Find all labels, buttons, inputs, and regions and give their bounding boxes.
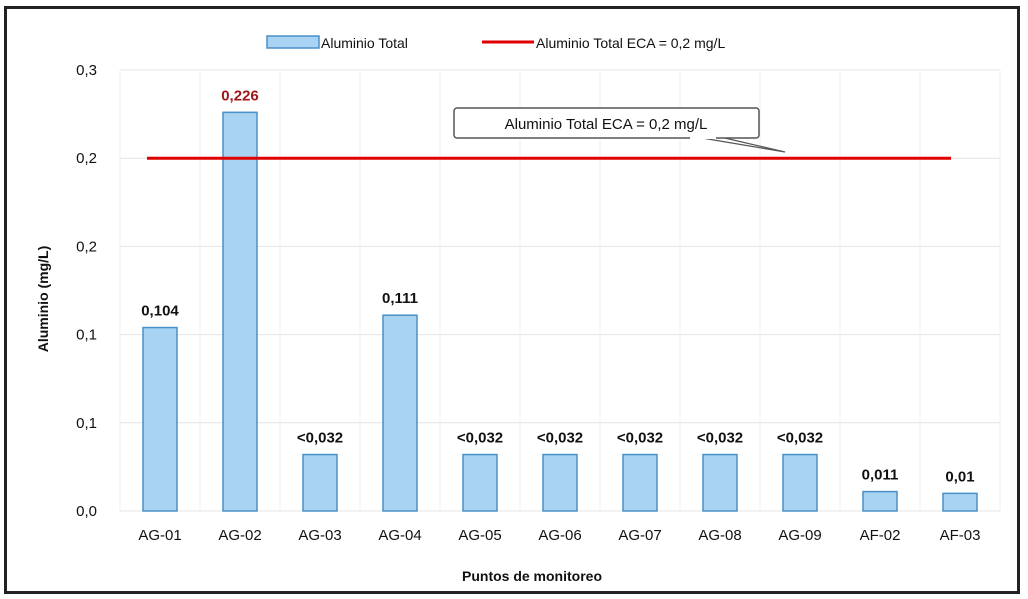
- legend: Aluminio Total Aluminio Total ECA = 0,2 …: [266, 35, 725, 51]
- callout-text: Aluminio Total ECA = 0,2 mg/L: [505, 116, 708, 133]
- data-label-ag-09: <0,032: [777, 430, 823, 447]
- x-tick-label: AG-02: [218, 527, 261, 544]
- bar-ag-02: [222, 111, 258, 512]
- bar-ag-01: [142, 326, 178, 512]
- x-tick-label: AG-05: [458, 527, 501, 544]
- data-label-ag-07: <0,032: [617, 430, 663, 447]
- x-axis-title: Puntos de monitoreo: [462, 568, 602, 584]
- data-label-af-03: 0,01: [945, 468, 974, 485]
- y-tick-label: 0,0: [76, 503, 97, 520]
- bar-ag-07: [622, 453, 658, 512]
- bar-ag-09: [782, 453, 818, 512]
- bar-af-03: [942, 492, 978, 512]
- data-label-af-02: 0,011: [862, 467, 899, 484]
- legend-label-line: Aluminio Total ECA = 0,2 mg/L: [536, 35, 725, 51]
- x-tick-label: AG-04: [378, 527, 421, 544]
- x-tick-label: AG-08: [698, 527, 741, 544]
- y-tick-label: 0,2: [76, 150, 97, 167]
- data-label-ag-05: <0,032: [457, 430, 503, 447]
- data-label-ag-06: <0,032: [537, 430, 583, 447]
- bar-ag-04: [382, 314, 418, 512]
- x-tick-label: AG-03: [298, 527, 341, 544]
- y-tick-label: 0,2: [76, 238, 97, 255]
- grid-lines: [119, 69, 1001, 512]
- legend-swatch-bars: [266, 35, 320, 49]
- data-label-ag-04: 0,111: [382, 290, 418, 307]
- x-tick-label: AG-01: [138, 527, 181, 544]
- bar-ag-08: [702, 453, 738, 512]
- data-label-ag-02: 0,226: [221, 87, 259, 104]
- x-tick-label: AG-09: [778, 527, 821, 544]
- bars: [142, 111, 978, 512]
- x-tick-label: AF-03: [940, 527, 981, 544]
- x-axis-ticks: AG-01 AG-02 AG-03 AG-04 AG-05 AG-06 AG-07 AG-08…: [138, 527, 980, 544]
- bar-af-02: [862, 490, 898, 512]
- y-axis-ticks: 0,0 0,1 0,1 0,2 0,2 0,3: [76, 62, 97, 520]
- data-label-ag-03: <0,032: [297, 430, 343, 447]
- y-tick-label: 0,3: [76, 62, 97, 79]
- bar-ag-03: [302, 453, 338, 512]
- legend-label-bars: Aluminio Total: [321, 35, 408, 51]
- eca-callout: Aluminio Total ECA = 0,2 mg/L: [453, 107, 786, 153]
- data-labels: 0,104 0,226 <0,032 0,111 <0,032 <0,032 <0,032 <…: [141, 87, 974, 485]
- y-tick-label: 0,1: [76, 415, 97, 432]
- callout-box: [453, 107, 760, 139]
- bar-ag-06: [542, 453, 578, 512]
- x-tick-label: AG-07: [618, 527, 661, 544]
- data-label-ag-08: <0,032: [697, 430, 743, 447]
- y-axis-title: Aluminio (mg/L): [35, 246, 51, 353]
- x-tick-label: AF-02: [860, 527, 901, 544]
- y-tick-label: 0,1: [76, 327, 97, 344]
- bar-ag-05: [462, 453, 498, 512]
- x-tick-label: AG-06: [538, 527, 581, 544]
- data-label-ag-01: 0,104: [141, 303, 179, 320]
